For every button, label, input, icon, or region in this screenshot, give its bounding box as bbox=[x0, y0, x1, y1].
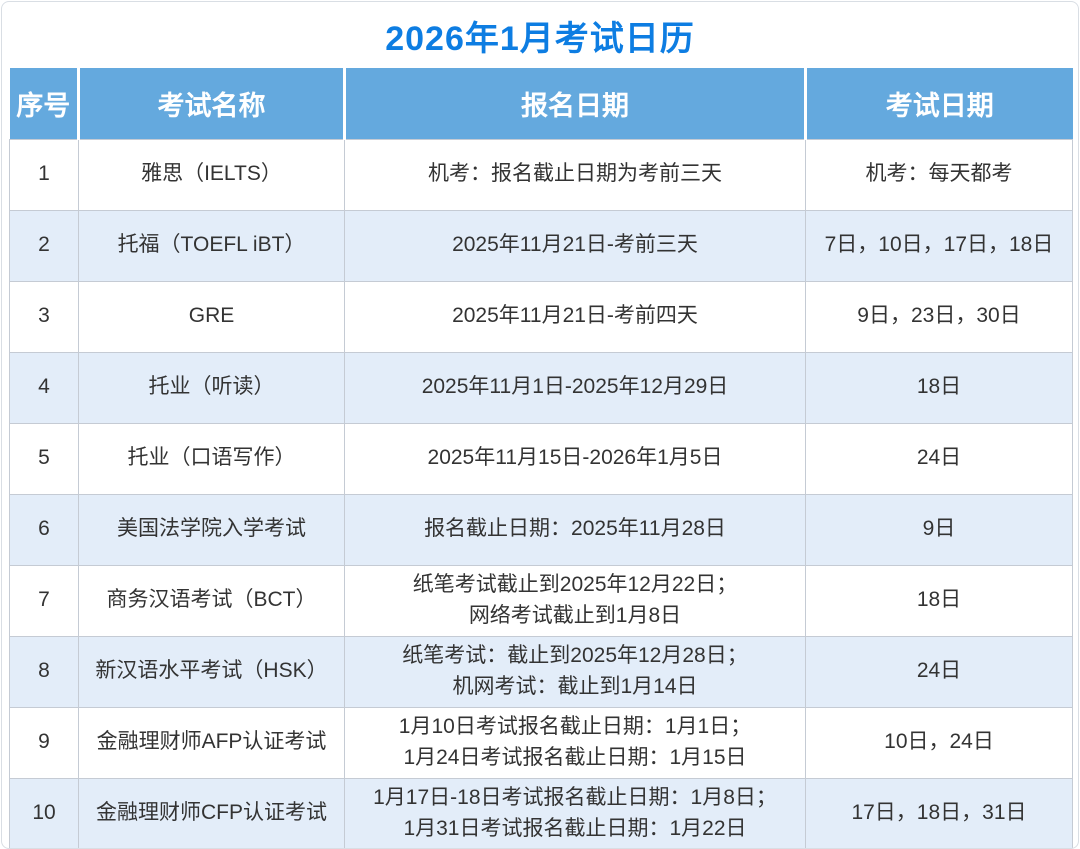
page-title: 2026年1月考试日历 bbox=[385, 19, 695, 58]
cell-serial-number: 3 bbox=[9, 280, 79, 353]
exam-calendar-table: 序号 考试名称 报名日期 考试日期 1 雅思（IELTS） 机考：报名截止日期为… bbox=[9, 68, 1073, 848]
cell-serial-number: 2 bbox=[9, 209, 79, 282]
table-container: 序号 考试名称 报名日期 考试日期 1 雅思（IELTS） 机考：报名截止日期为… bbox=[2, 68, 1078, 848]
cell-exam-name: 金融理财师AFP认证考试 bbox=[78, 706, 345, 779]
cell-serial-number: 5 bbox=[9, 422, 79, 495]
column-header-registration-date: 报名日期 bbox=[343, 68, 806, 139]
cell-serial-number: 4 bbox=[9, 351, 79, 424]
cell-exam-date: 机考：每天都考 bbox=[805, 138, 1073, 211]
cell-exam-date: 24日 bbox=[805, 422, 1073, 495]
cell-exam-date: 24日 bbox=[805, 635, 1073, 708]
cell-exam-name: 新汉语水平考试（HSK） bbox=[78, 635, 345, 708]
table-row: 2 托福（TOEFL iBT） 2025年11月21日-考前三天 7日，10日，… bbox=[9, 209, 1073, 282]
column-header-serial-number: 序号 bbox=[9, 68, 79, 139]
column-header-exam-date: 考试日期 bbox=[804, 68, 1073, 139]
cell-registration-date: 2025年11月21日-考前四天 bbox=[344, 280, 806, 353]
table-row: 4 托业（听读） 2025年11月1日-2025年12月29日 18日 bbox=[9, 351, 1073, 424]
table-row: 5 托业（口语写作） 2025年11月15日-2026年1月5日 24日 bbox=[9, 422, 1073, 495]
table-row: 9 金融理财师AFP认证考试 1月10日考试报名截止日期：1月1日； 1月24日… bbox=[9, 706, 1073, 779]
table-row: 7 商务汉语考试（BCT） 纸笔考试截止到2025年12月22日； 网络考试截止… bbox=[9, 564, 1073, 637]
cell-exam-date: 10日，24日 bbox=[805, 706, 1073, 779]
cell-exam-name: 商务汉语考试（BCT） bbox=[78, 564, 345, 637]
cell-serial-number: 7 bbox=[9, 564, 79, 637]
cell-registration-date: 机考：报名截止日期为考前三天 bbox=[344, 138, 806, 211]
cell-registration-date: 2025年11月15日-2026年1月5日 bbox=[344, 422, 806, 495]
cell-registration-date: 2025年11月1日-2025年12月29日 bbox=[344, 351, 806, 424]
title-bar: 2026年1月考试日历 bbox=[2, 2, 1078, 68]
cell-exam-name: 美国法学院入学考试 bbox=[78, 493, 345, 566]
cell-registration-date: 报名截止日期：2025年11月28日 bbox=[344, 493, 806, 566]
table-row: 3 GRE 2025年11月21日-考前四天 9日，23日，30日 bbox=[9, 280, 1073, 353]
cell-serial-number: 1 bbox=[9, 138, 79, 211]
cell-exam-date: 17日，18日，31日 bbox=[805, 777, 1073, 848]
cell-exam-name: 托福（TOEFL iBT） bbox=[78, 209, 345, 282]
table-row: 10 金融理财师CFP认证考试 1月17日-18日考试报名截止日期：1月8日； … bbox=[9, 777, 1073, 848]
cell-exam-date: 18日 bbox=[805, 564, 1073, 637]
cell-registration-date: 1月10日考试报名截止日期：1月1日； 1月24日考试报名截止日期：1月15日 bbox=[344, 706, 806, 779]
table-row: 8 新汉语水平考试（HSK） 纸笔考试：截止到2025年12月28日； 机网考试… bbox=[9, 635, 1073, 708]
cell-registration-date: 1月17日-18日考试报名截止日期：1月8日； 1月31日考试报名截止日期：1月… bbox=[344, 777, 806, 848]
cell-serial-number: 6 bbox=[9, 493, 79, 566]
cell-exam-date: 9日，23日，30日 bbox=[805, 280, 1073, 353]
table-row: 6 美国法学院入学考试 报名截止日期：2025年11月28日 9日 bbox=[9, 493, 1073, 566]
header-row: 序号 考试名称 报名日期 考试日期 bbox=[9, 68, 1073, 139]
table-row: 1 雅思（IELTS） 机考：报名截止日期为考前三天 机考：每天都考 bbox=[9, 138, 1073, 211]
cell-exam-name: 金融理财师CFP认证考试 bbox=[78, 777, 345, 848]
cell-registration-date: 2025年11月21日-考前三天 bbox=[344, 209, 806, 282]
cell-exam-name: 托业（听读） bbox=[78, 351, 345, 424]
cell-exam-name: 托业（口语写作） bbox=[78, 422, 345, 495]
cell-exam-date: 18日 bbox=[805, 351, 1073, 424]
cell-registration-date: 纸笔考试截止到2025年12月22日； 网络考试截止到1月8日 bbox=[344, 564, 806, 637]
cell-exam-name: 雅思（IELTS） bbox=[78, 138, 345, 211]
cell-exam-date: 9日 bbox=[805, 493, 1073, 566]
cell-registration-date: 纸笔考试：截止到2025年12月28日； 机网考试：截止到1月14日 bbox=[344, 635, 806, 708]
cell-exam-date: 7日，10日，17日，18日 bbox=[805, 209, 1073, 282]
cell-serial-number: 8 bbox=[9, 635, 79, 708]
column-header-exam-name: 考试名称 bbox=[77, 68, 345, 139]
cell-exam-name: GRE bbox=[78, 280, 345, 353]
cell-serial-number: 10 bbox=[9, 777, 79, 848]
cell-serial-number: 9 bbox=[9, 706, 79, 779]
